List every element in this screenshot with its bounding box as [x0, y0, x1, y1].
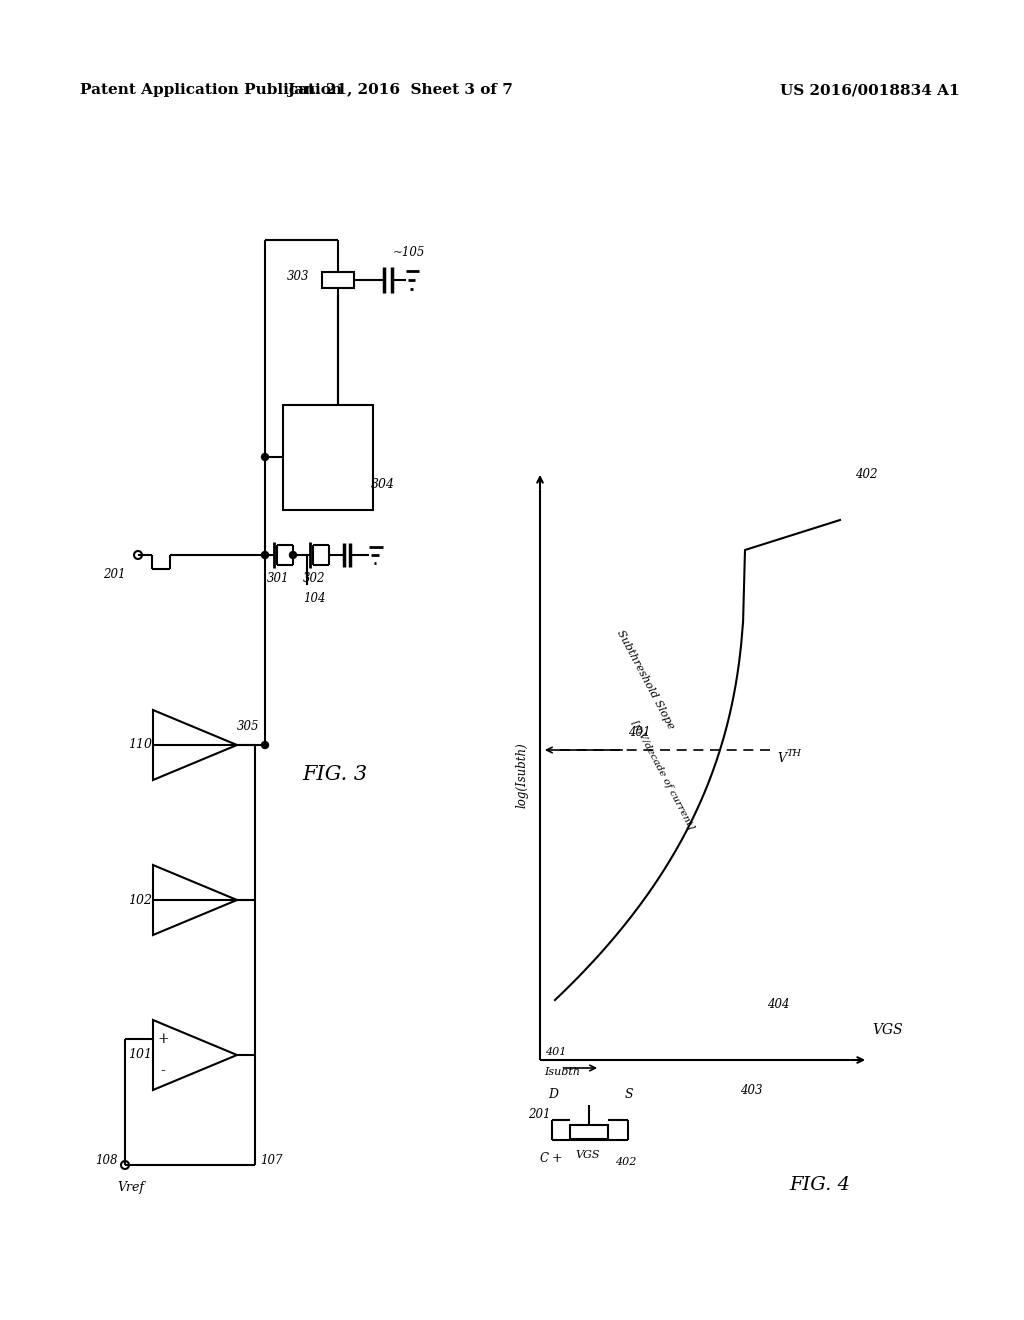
Bar [283, 405, 373, 510]
Text: log(Isubth): log(Isubth) [515, 742, 528, 808]
Text: -: - [161, 1064, 165, 1078]
Circle shape [261, 454, 268, 461]
Text: VGS: VGS [872, 1023, 902, 1038]
Text: 402: 402 [615, 1158, 636, 1167]
Text: 107: 107 [260, 1154, 283, 1167]
Text: 401: 401 [628, 726, 650, 738]
Text: +: + [552, 1151, 562, 1164]
Circle shape [261, 552, 268, 558]
Circle shape [290, 552, 297, 558]
Text: 102: 102 [128, 894, 152, 907]
Text: Isubth: Isubth [544, 1067, 580, 1077]
Text: [mV/decade of current]: [mV/decade of current] [631, 719, 695, 832]
Text: V: V [777, 751, 786, 764]
Circle shape [261, 742, 268, 748]
Bar [322, 272, 354, 288]
Text: FIG. 3: FIG. 3 [302, 766, 368, 784]
Text: D: D [548, 1089, 558, 1101]
Text: FIG. 4: FIG. 4 [790, 1176, 851, 1195]
Text: 403: 403 [740, 1084, 763, 1097]
Text: VGS: VGS [575, 1150, 599, 1160]
Text: Subthreshold Slope: Subthreshold Slope [614, 628, 676, 731]
Text: 108: 108 [95, 1154, 118, 1167]
Text: 110: 110 [128, 738, 152, 751]
Text: US 2016/0018834 A1: US 2016/0018834 A1 [780, 83, 959, 96]
Text: 304: 304 [371, 479, 395, 491]
Text: 101: 101 [128, 1048, 152, 1061]
Text: 401: 401 [545, 1047, 566, 1057]
Text: 402: 402 [855, 469, 878, 482]
Text: 302: 302 [303, 573, 326, 586]
Text: 201: 201 [528, 1109, 551, 1122]
Text: 301: 301 [267, 573, 290, 586]
Text: Patent Application Publication: Patent Application Publication [80, 83, 342, 96]
Bar [570, 1125, 608, 1139]
Text: C: C [540, 1151, 549, 1164]
Text: TH: TH [787, 750, 802, 759]
Text: 404: 404 [767, 998, 790, 1011]
Text: +: + [158, 1032, 169, 1045]
Text: Vref: Vref [117, 1180, 144, 1193]
Text: 305: 305 [237, 721, 259, 734]
Text: Jan. 21, 2016  Sheet 3 of 7: Jan. 21, 2016 Sheet 3 of 7 [287, 83, 513, 96]
Text: 104: 104 [303, 593, 326, 606]
Text: ~105: ~105 [393, 246, 425, 259]
Text: 303: 303 [287, 271, 309, 284]
Text: S: S [625, 1089, 634, 1101]
Text: 201: 201 [103, 569, 126, 582]
